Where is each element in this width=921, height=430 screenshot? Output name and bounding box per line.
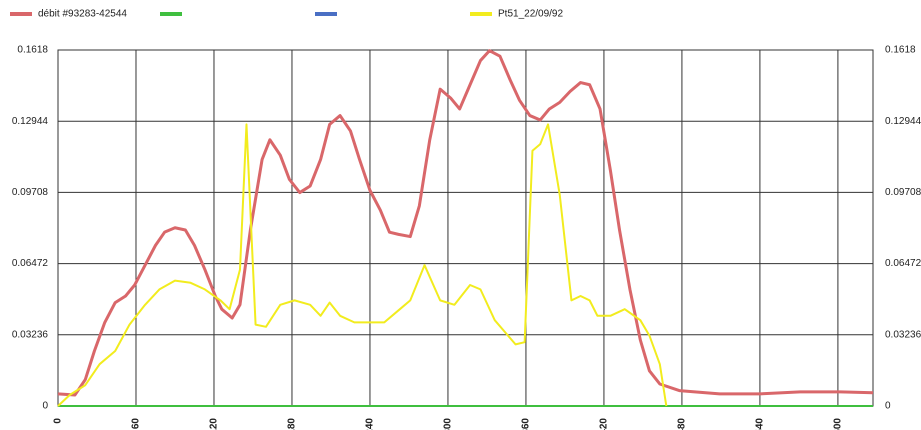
x-tick-label: 180 bbox=[287, 418, 298, 430]
legend-swatch bbox=[315, 12, 337, 16]
x-tick-label: 600 bbox=[833, 418, 844, 430]
y-tick-label: 0.12944 bbox=[12, 116, 49, 127]
series-line bbox=[57, 49, 874, 397]
series-line bbox=[57, 123, 668, 407]
y2-tick-label: 0 bbox=[885, 401, 891, 412]
x-tick-label: 240 bbox=[365, 418, 376, 430]
y-tick-label: 0.03236 bbox=[12, 329, 49, 340]
x-tick-label: 120 bbox=[209, 418, 220, 430]
y-tick-label: 0.1618 bbox=[17, 45, 48, 56]
x-tick-label: 540 bbox=[755, 418, 766, 430]
y2-tick-label: 0.12944 bbox=[885, 116, 921, 127]
legend-label: Pt51_22/09/92 bbox=[498, 9, 563, 20]
x-tick-label: 300 bbox=[443, 418, 454, 430]
x-tick-label: 420 bbox=[599, 418, 610, 430]
legend-swatch bbox=[10, 12, 32, 16]
legend-swatch bbox=[470, 12, 492, 16]
y2-tick-label: 0.1618 bbox=[885, 45, 916, 56]
x-tick-label: 0 bbox=[53, 418, 64, 424]
legend-swatch bbox=[160, 12, 182, 16]
x-tick-label: 480 bbox=[677, 418, 688, 430]
x-tick-label: 360 bbox=[521, 418, 532, 430]
legend-label: débit #93283-42544 bbox=[38, 9, 127, 20]
y-tick-label: 0.09708 bbox=[12, 187, 49, 198]
x-tick-label: 60 bbox=[131, 418, 142, 430]
y-tick-label: 0.06472 bbox=[12, 258, 49, 269]
y2-tick-label: 0.06472 bbox=[885, 258, 921, 269]
y2-tick-label: 0.09708 bbox=[885, 187, 921, 198]
y2-tick-label: 0.03236 bbox=[885, 329, 921, 340]
y-tick-label: 0 bbox=[42, 401, 48, 412]
